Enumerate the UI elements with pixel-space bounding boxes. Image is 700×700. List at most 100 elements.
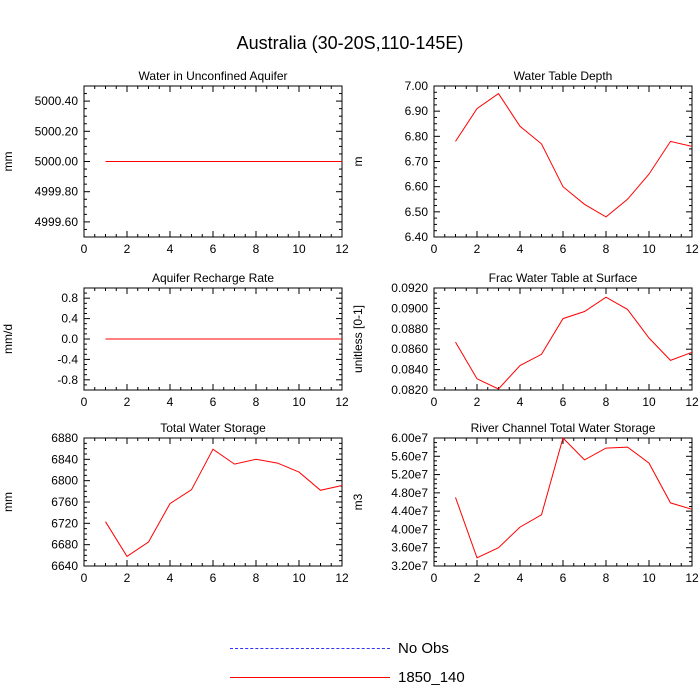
x-tick-label: 8	[603, 395, 610, 409]
y-tick-label: 0.0840	[391, 363, 428, 377]
y-tick-label: 3.60e7	[391, 541, 428, 555]
y-tick-label: 6.70	[405, 155, 429, 169]
y-tick-label: 4.40e7	[391, 504, 428, 518]
x-tick-label: 2	[474, 395, 481, 409]
y-tick-label: 6.80	[405, 129, 429, 143]
y-tick-label: 6.60	[405, 180, 429, 194]
panel-5: Total Water Storage mm 0 2 4 6 8 10 12 6640 6680 67…	[1, 421, 349, 585]
y-tick-label: -0.8	[57, 373, 78, 387]
x-tick-label: 6	[560, 571, 567, 585]
y-axis-label: m3	[351, 493, 365, 510]
x-tick-label: 12	[685, 242, 699, 256]
y-tick-label: 6640	[51, 559, 78, 573]
x-tick-label: 10	[292, 242, 306, 256]
x-tick-label: 6	[210, 395, 217, 409]
x-tick-label: 4	[517, 571, 524, 585]
y-tick-label: 5.60e7	[391, 449, 428, 463]
series-line	[455, 437, 693, 559]
y-tick-label: 4.00e7	[391, 522, 428, 536]
y-tick-label: 5000.40	[35, 94, 79, 108]
panel-3: Aquifer Recharge Rate mm/d 0 2 4 6 8 10 12 -0.8 -0…	[1, 271, 349, 409]
y-tick-label: 6760	[51, 495, 78, 509]
y-axis-label: unitless [0-1]	[351, 305, 365, 373]
y-tick-label: 0.8	[61, 291, 78, 305]
y-tick-label: 6.90	[405, 104, 429, 118]
x-tick-label: 0	[81, 395, 88, 409]
x-tick-label: 0	[431, 395, 438, 409]
x-tick-label: 2	[124, 395, 131, 409]
panel-1: Water in Unconfined Aquifer mm 0 2 4 6 8 10 12 49…	[1, 69, 349, 256]
y-tick-label: 0.0900	[391, 301, 428, 315]
series-line	[455, 296, 693, 390]
x-tick-label: 8	[603, 571, 610, 585]
x-tick-label: 0	[81, 242, 88, 256]
y-axis-label: mm	[1, 152, 15, 172]
x-tick-label: 4	[517, 242, 524, 256]
y-tick-label: 6880	[51, 431, 78, 445]
x-tick-label: 6	[210, 571, 217, 585]
x-tick-label: 4	[517, 395, 524, 409]
plot-frame	[433, 85, 693, 238]
legend-label-obs: No Obs	[398, 640, 449, 657]
x-tick-label: 2	[474, 571, 481, 585]
x-tick-label: 12	[685, 571, 699, 585]
plot-frame	[83, 437, 343, 567]
legend-swatch-model	[230, 677, 390, 678]
legend-label-model: 1850_140	[398, 669, 465, 686]
x-tick-label: 10	[642, 395, 656, 409]
y-tick-label: 4999.60	[35, 215, 79, 229]
figure-title: Australia (30-20S,110-145E)	[236, 33, 464, 53]
y-tick-label: 0.0860	[391, 342, 428, 356]
x-tick-label: 8	[253, 242, 260, 256]
x-tick-label: 6	[560, 242, 567, 256]
panel-6: River Channel Total Water Storage m3 0 2 4 6 8…	[351, 421, 699, 585]
x-tick-label: 2	[124, 571, 131, 585]
y-axis-label: m	[351, 157, 365, 167]
x-tick-label: 4	[167, 395, 174, 409]
y-tick-label: 7.00	[405, 79, 429, 93]
x-tick-label: 4	[167, 571, 174, 585]
x-tick-label: 4	[167, 242, 174, 256]
x-tick-label: 10	[292, 395, 306, 409]
x-tick-label: 10	[642, 242, 656, 256]
y-tick-label: 6720	[51, 516, 78, 530]
x-tick-label: 10	[642, 571, 656, 585]
panel-title: Water Table Depth	[514, 69, 613, 83]
y-tick-label: 5000.20	[35, 124, 79, 138]
y-tick-label: 5.20e7	[391, 468, 428, 482]
x-tick-label: 8	[253, 395, 260, 409]
plot-frame	[433, 287, 693, 391]
y-axis-label: mm	[1, 492, 15, 512]
x-tick-label: 12	[335, 571, 349, 585]
y-tick-label: 3.20e7	[391, 559, 428, 573]
x-tick-label: 6	[210, 242, 217, 256]
y-tick-label: 6.00e7	[391, 431, 428, 445]
y-tick-label: 6840	[51, 452, 78, 466]
panel-2: Water Table Depth m 0 2 4 6 8 10 12 6.40 6.50 6.60 6…	[351, 69, 699, 256]
panel-title: Total Water Storage	[160, 421, 266, 435]
y-tick-label: 0.0880	[391, 322, 428, 336]
series-line	[105, 448, 343, 558]
x-tick-label: 0	[81, 571, 88, 585]
y-tick-label: 6800	[51, 474, 78, 488]
x-tick-label: 12	[335, 242, 349, 256]
legend-swatch-obs	[230, 648, 390, 649]
panel-4: Frac Water Table at Surface unitless [0-1…	[351, 271, 699, 409]
y-tick-label: 0.0820	[391, 383, 428, 397]
y-tick-label: 6680	[51, 538, 78, 552]
legend-item-obs: No Obs	[230, 638, 530, 660]
x-tick-label: 2	[474, 242, 481, 256]
y-tick-label: 4.80e7	[391, 486, 428, 500]
x-tick-label: 12	[685, 395, 699, 409]
y-tick-label: 0.4	[61, 312, 78, 326]
panel-title: Water in Unconfined Aquifer	[139, 69, 288, 83]
x-tick-label: 0	[431, 242, 438, 256]
x-tick-label: 6	[560, 395, 567, 409]
x-tick-label: 8	[603, 242, 610, 256]
y-tick-label: 4999.80	[35, 185, 79, 199]
x-tick-label: 8	[253, 571, 260, 585]
x-tick-label: 0	[431, 571, 438, 585]
y-tick-label: -0.4	[57, 352, 78, 366]
y-tick-label: 5000.00	[35, 155, 79, 169]
